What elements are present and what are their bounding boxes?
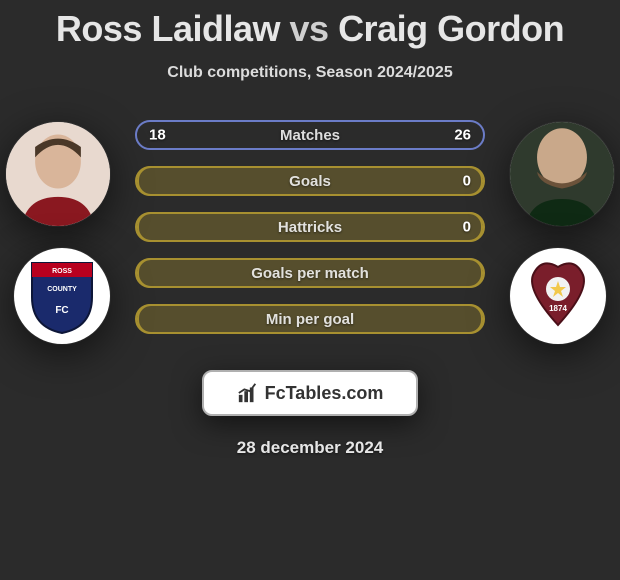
stat-value-right: 26 <box>454 127 471 144</box>
stat-label: Hattricks <box>278 219 342 236</box>
stat-row: 18 Matches 26 <box>135 120 485 150</box>
vs-separator: vs <box>290 8 329 49</box>
stat-row: Min per goal <box>135 304 485 334</box>
stat-value-left: 18 <box>149 127 166 144</box>
brand-badge: FcTables.com <box>202 370 418 416</box>
subtitle: Club competitions, Season 2024/2025 <box>0 64 620 82</box>
player2-avatar <box>510 122 614 226</box>
date-label: 28 december 2024 <box>0 438 620 458</box>
brand-text: FcTables.com <box>265 383 384 404</box>
svg-text:FC: FC <box>55 305 68 316</box>
stat-label: Min per goal <box>266 311 354 328</box>
svg-text:ROSS: ROSS <box>52 268 72 275</box>
stat-rows: 18 Matches 26 Goals 0 Hattricks 0 Goals per mat… <box>135 120 485 350</box>
stat-value-right: 0 <box>463 173 471 190</box>
player1-club-badge: ROSS COUNTY FC <box>14 248 110 344</box>
player1-avatar <box>6 122 110 226</box>
comparison-title: Ross Laidlaw vs Craig Gordon <box>0 0 620 50</box>
hearts-crest-icon: 1874 <box>523 257 593 335</box>
svg-text:COUNTY: COUNTY <box>47 286 77 293</box>
stat-row: Goals per match <box>135 258 485 288</box>
chart-icon <box>237 382 259 404</box>
stat-row: Goals 0 <box>135 166 485 196</box>
stat-value-right: 0 <box>463 219 471 236</box>
stat-label: Matches <box>280 127 340 144</box>
svg-text:1874: 1874 <box>549 304 567 313</box>
stat-label: Goals per match <box>251 265 369 282</box>
player2-club-badge: 1874 <box>510 248 606 344</box>
stat-row: Hattricks 0 <box>135 212 485 242</box>
stats-content: ROSS COUNTY FC 1874 18Matches26Goals0Hat… <box>0 120 620 360</box>
player2-name: Craig Gordon <box>338 8 564 49</box>
ross-county-crest-icon: ROSS COUNTY FC <box>27 257 97 335</box>
stat-label: Goals <box>289 173 331 190</box>
player1-name: Ross Laidlaw <box>56 8 280 49</box>
